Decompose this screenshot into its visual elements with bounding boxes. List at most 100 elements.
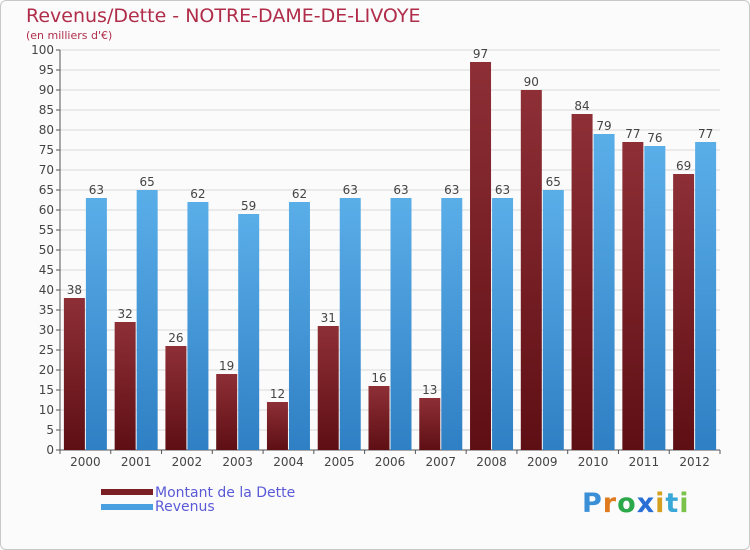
logo-letter: o	[617, 488, 637, 519]
x-tick-label: 2006	[375, 455, 406, 469]
data-label-revenus: 76	[647, 131, 662, 145]
logo-letter: t	[665, 488, 680, 519]
bar-revenus	[593, 134, 615, 450]
logo-letter: i	[679, 488, 690, 519]
bar-revenus	[542, 190, 564, 450]
x-tick-label: 2009	[527, 455, 558, 469]
bar-dette	[368, 386, 390, 450]
y-tick-label: 5	[46, 423, 54, 437]
data-label-revenus: 63	[393, 183, 408, 197]
bar-revenus	[85, 198, 107, 450]
y-tick-label: 70	[39, 163, 54, 177]
bar-revenus	[339, 198, 361, 450]
y-tick-label: 100	[31, 43, 54, 57]
data-label-dette: 38	[67, 283, 82, 297]
data-label-revenus: 63	[343, 183, 358, 197]
data-label-revenus: 77	[698, 127, 713, 141]
bar-dette	[673, 174, 695, 450]
data-label-dette: 69	[676, 159, 691, 173]
x-tick-label: 2011	[629, 455, 660, 469]
bar-dette	[317, 326, 339, 450]
bar-revenus	[288, 202, 310, 450]
data-label-revenus: 63	[444, 183, 459, 197]
x-tick-label: 2008	[476, 455, 507, 469]
y-tick-label: 60	[39, 203, 54, 217]
logo-letter: i	[655, 488, 666, 519]
bar-dette	[470, 62, 492, 450]
y-tick-label: 80	[39, 123, 54, 137]
bar-revenus	[644, 146, 666, 450]
logo-letter: P	[582, 488, 603, 519]
x-tick-label: 2000	[70, 455, 101, 469]
x-tick-label: 2003	[222, 455, 253, 469]
logo-letter: x	[636, 488, 656, 519]
x-tick-label: 2010	[578, 455, 609, 469]
data-label-revenus: 65	[546, 175, 561, 189]
logo-letter: r	[602, 488, 618, 519]
data-label-revenus: 59	[241, 199, 256, 213]
y-tick-label: 10	[39, 403, 54, 417]
bar-revenus	[695, 142, 717, 450]
y-tick-label: 50	[39, 243, 54, 257]
y-tick-label: 85	[39, 103, 54, 117]
y-tick-label: 90	[39, 83, 54, 97]
legend-label-dette: Montant de la Dette	[155, 485, 296, 501]
y-tick-label: 95	[39, 63, 54, 77]
y-tick-label: 40	[39, 283, 54, 297]
y-tick-label: 75	[39, 143, 54, 157]
x-tick-label: 2012	[679, 455, 710, 469]
x-tick-label: 2002	[172, 455, 203, 469]
data-label-revenus: 62	[292, 187, 307, 201]
data-label-revenus: 63	[495, 183, 510, 197]
y-tick-label: 30	[39, 323, 54, 337]
bar-revenus	[492, 198, 514, 450]
chart-title: Revenus/Dette - NOTRE-DAME-DE-LIVOYE	[26, 5, 421, 27]
bar-dette	[266, 402, 288, 450]
legend-label-revenus: Revenus	[155, 499, 215, 515]
data-label-revenus: 65	[140, 175, 155, 189]
data-label-dette: 19	[219, 359, 234, 373]
y-tick-label: 0	[46, 443, 54, 457]
bar-revenus	[238, 214, 260, 450]
data-label-dette: 77	[625, 127, 640, 141]
legend-swatch-dette	[101, 489, 153, 495]
legend-swatch-revenus	[101, 504, 153, 510]
y-tick-label: 25	[39, 343, 54, 357]
chart-subtitle: (en milliers d'€)	[26, 29, 113, 42]
x-tick-label: 2005	[324, 455, 355, 469]
data-label-dette: 97	[473, 47, 488, 61]
data-label-revenus: 79	[596, 119, 611, 133]
data-label-revenus: 62	[190, 187, 205, 201]
data-label-dette: 90	[524, 75, 539, 89]
data-label-dette: 13	[422, 383, 437, 397]
bar-dette	[216, 374, 238, 450]
bar-dette	[520, 90, 542, 450]
data-label-dette: 26	[168, 331, 183, 345]
data-label-revenus: 63	[89, 183, 104, 197]
y-tick-label: 55	[39, 223, 54, 237]
y-tick-label: 35	[39, 303, 54, 317]
bar-dette	[419, 398, 441, 450]
y-tick-label: 20	[39, 363, 54, 377]
x-tick-label: 2007	[425, 455, 456, 469]
x-tick-label: 2001	[121, 455, 152, 469]
bar-dette	[114, 322, 136, 450]
data-label-dette: 84	[574, 99, 589, 113]
data-label-dette: 12	[270, 387, 285, 401]
data-label-dette: 32	[118, 307, 133, 321]
y-tick-label: 15	[39, 383, 54, 397]
bar-revenus	[136, 190, 158, 450]
x-tick-label: 2004	[273, 455, 304, 469]
proxiti-logo: Proxiti	[582, 488, 690, 519]
data-label-dette: 31	[321, 311, 336, 325]
y-tick-label: 45	[39, 263, 54, 277]
y-tick-label: 65	[39, 183, 54, 197]
bar-revenus	[390, 198, 412, 450]
bar-dette	[63, 298, 85, 450]
data-label-dette: 16	[371, 371, 386, 385]
bar-revenus	[187, 202, 209, 450]
bar-dette	[571, 114, 593, 450]
bar-dette	[622, 142, 644, 450]
bar-revenus	[441, 198, 463, 450]
